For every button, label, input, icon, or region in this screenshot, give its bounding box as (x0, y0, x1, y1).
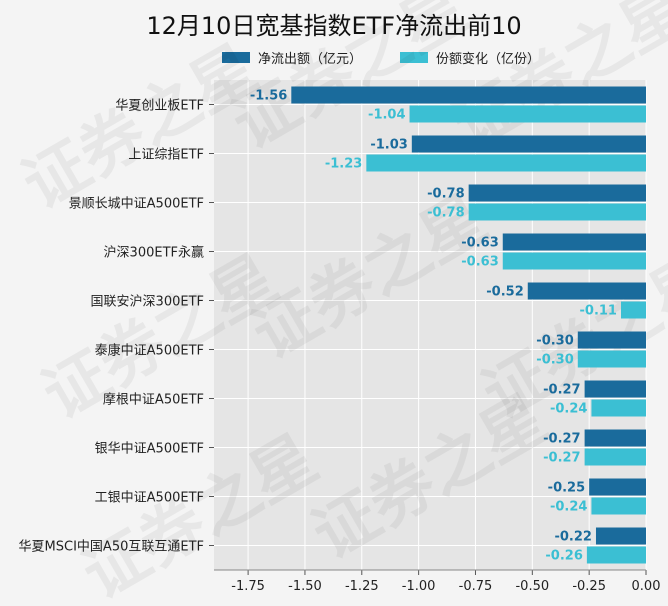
data-label-share-change: -0.24 (550, 500, 587, 515)
data-label-outflow: -0.25 (548, 481, 585, 496)
data-label-share-change: -1.23 (325, 157, 362, 172)
bar-share-change (366, 154, 646, 172)
category-label: 银华中证A500ETF (95, 442, 204, 457)
legend-swatch-share-change (400, 52, 428, 63)
bar-outflow (527, 282, 646, 300)
data-label-share-change: -0.11 (580, 304, 617, 319)
category-label: 摩根中证A50ETF (103, 392, 204, 408)
chart-title: 12月10日宽基指数ETF净流出前10 (146, 12, 522, 40)
data-label-outflow: -1.56 (250, 89, 287, 104)
bar-share-change (584, 448, 646, 466)
bar-outflow (468, 184, 646, 202)
x-tick-label: -1.25 (345, 579, 379, 594)
bar-outflow (589, 478, 646, 496)
data-label-outflow: -0.22 (554, 530, 591, 545)
data-label-outflow: -0.27 (543, 432, 580, 447)
bar-share-change (468, 203, 646, 221)
x-tick-label: -1.50 (288, 579, 322, 594)
bar-outflow (595, 527, 646, 545)
data-label-outflow: -0.78 (427, 187, 464, 202)
bar-outflow (502, 233, 646, 251)
category-label: 国联安沪深300ETF (91, 294, 204, 310)
bar-share-change (591, 399, 646, 417)
category-label: 沪深300ETF永赢 (104, 245, 204, 261)
bar-outflow (577, 331, 646, 349)
data-label-share-change: -1.04 (368, 108, 405, 123)
data-label-share-change: -0.24 (550, 402, 587, 417)
bar-share-change (409, 105, 646, 123)
bar-share-change (620, 301, 646, 319)
legend-label-share-change: 份额变化（亿份） (436, 52, 541, 67)
legend-label-outflow: 净流出额（亿元） (258, 52, 363, 67)
chart-legend: 净流出额（亿元） 份额变化（亿份） (0, 48, 668, 68)
data-label-share-change: -0.63 (461, 255, 498, 270)
data-label-share-change: -0.30 (536, 353, 573, 368)
bar-share-change (502, 252, 646, 270)
data-label-share-change: -0.26 (545, 549, 582, 564)
x-tick-label: -1.00 (402, 579, 436, 594)
bar-outflow (291, 86, 646, 104)
category-label: 工银中证A500ETF (95, 491, 204, 506)
data-label-share-change: -0.27 (543, 451, 580, 466)
data-label-share-change: -0.78 (427, 206, 464, 221)
category-label: 华夏MSCI中国A50互联互通ETF (19, 540, 204, 555)
data-label-outflow: -1.03 (370, 138, 407, 153)
x-tick-label: -0.50 (515, 579, 549, 594)
x-tick-label: 0.00 (632, 579, 661, 594)
data-label-outflow: -0.27 (543, 383, 580, 398)
legend-item-outflow: 净流出额（亿元） (222, 48, 362, 67)
legend-swatch-outflow (222, 52, 250, 63)
data-label-outflow: -0.52 (486, 285, 523, 300)
legend-item-share-change: 份额变化（亿份） (400, 48, 540, 67)
bar-outflow (584, 380, 646, 398)
bar-outflow (411, 135, 646, 153)
bar-outflow (584, 429, 646, 447)
category-label: 景顺长城中证A500ETF (69, 197, 204, 212)
bar-share-change (591, 497, 646, 515)
x-tick-label: -1.75 (231, 579, 265, 594)
bar-share-change (577, 350, 646, 368)
category-label: 泰康中证A500ETF (95, 343, 204, 359)
x-tick-label: -0.75 (459, 579, 493, 594)
data-label-outflow: -0.30 (536, 334, 573, 349)
data-label-outflow: -0.63 (461, 236, 498, 251)
bar-share-change (586, 546, 646, 564)
x-tick-label: -0.25 (572, 579, 606, 594)
category-label: 华夏创业板ETF (115, 99, 204, 114)
category-label: 上证综指ETF (128, 148, 204, 163)
